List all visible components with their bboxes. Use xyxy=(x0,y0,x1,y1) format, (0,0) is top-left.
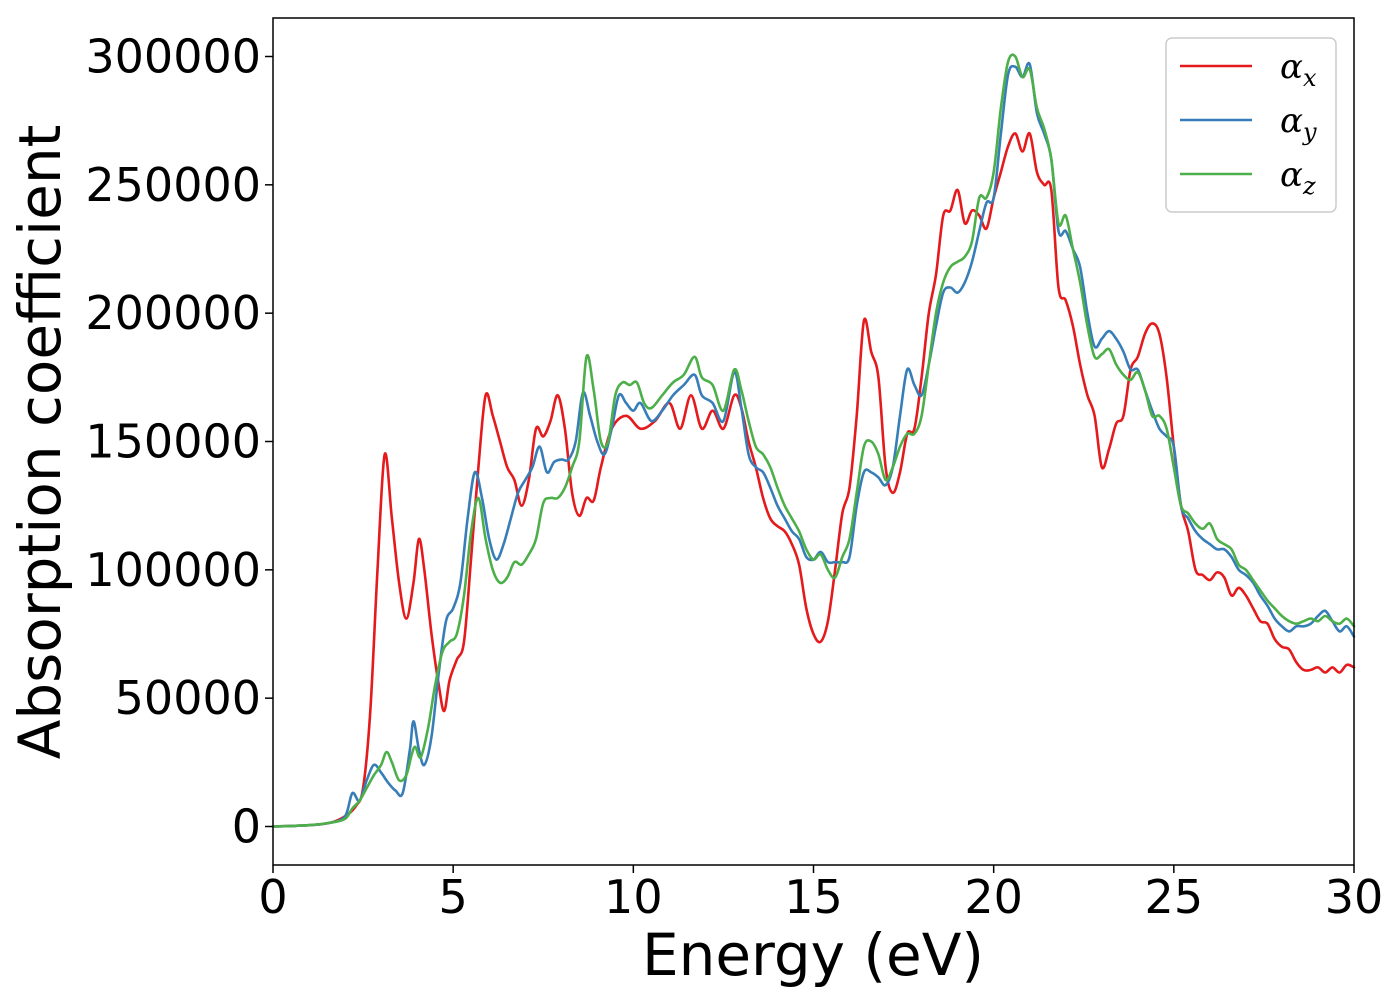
y-tick-label: 50000 xyxy=(115,671,261,725)
series-layer xyxy=(271,53,1356,828)
series-line-alpha-x xyxy=(271,131,1356,828)
legend-label-alpha-y: αy xyxy=(1280,101,1317,146)
legend: αx αy αz xyxy=(1165,37,1337,213)
legend-box xyxy=(1165,37,1337,213)
y-axis: 0 50000 100000 150000 200000 250000 300000 xyxy=(85,30,273,854)
legend-items: αx αy αz xyxy=(1180,47,1317,200)
y-tick-label: 0 xyxy=(232,800,261,854)
y-axis-label: Absorption coefficient xyxy=(6,125,74,760)
x-tick-label: 20 xyxy=(964,870,1023,924)
y-tick-label: 150000 xyxy=(85,415,261,469)
legend-label-alpha-z: αz xyxy=(1280,155,1316,200)
x-tick-label: 25 xyxy=(1145,870,1204,924)
x-axis: 0 5 10 15 20 25 30 xyxy=(258,865,1383,924)
series-line-alpha-z xyxy=(271,53,1356,828)
y-tick-label: 200000 xyxy=(85,286,261,340)
series-line-alpha-y xyxy=(271,61,1356,828)
y-tick-label: 100000 xyxy=(85,543,261,597)
x-tick-label: 0 xyxy=(258,870,287,924)
y-tick-label: 250000 xyxy=(85,158,261,212)
x-tick-label: 5 xyxy=(439,870,468,924)
y-tick-label: 300000 xyxy=(85,30,261,84)
x-tick-label: 15 xyxy=(784,870,843,924)
x-axis-label: Energy (eV) xyxy=(642,921,984,989)
x-tick-label: 30 xyxy=(1325,870,1384,924)
legend-label-alpha-x: αx xyxy=(1280,47,1317,92)
x-tick-label: 10 xyxy=(604,870,663,924)
